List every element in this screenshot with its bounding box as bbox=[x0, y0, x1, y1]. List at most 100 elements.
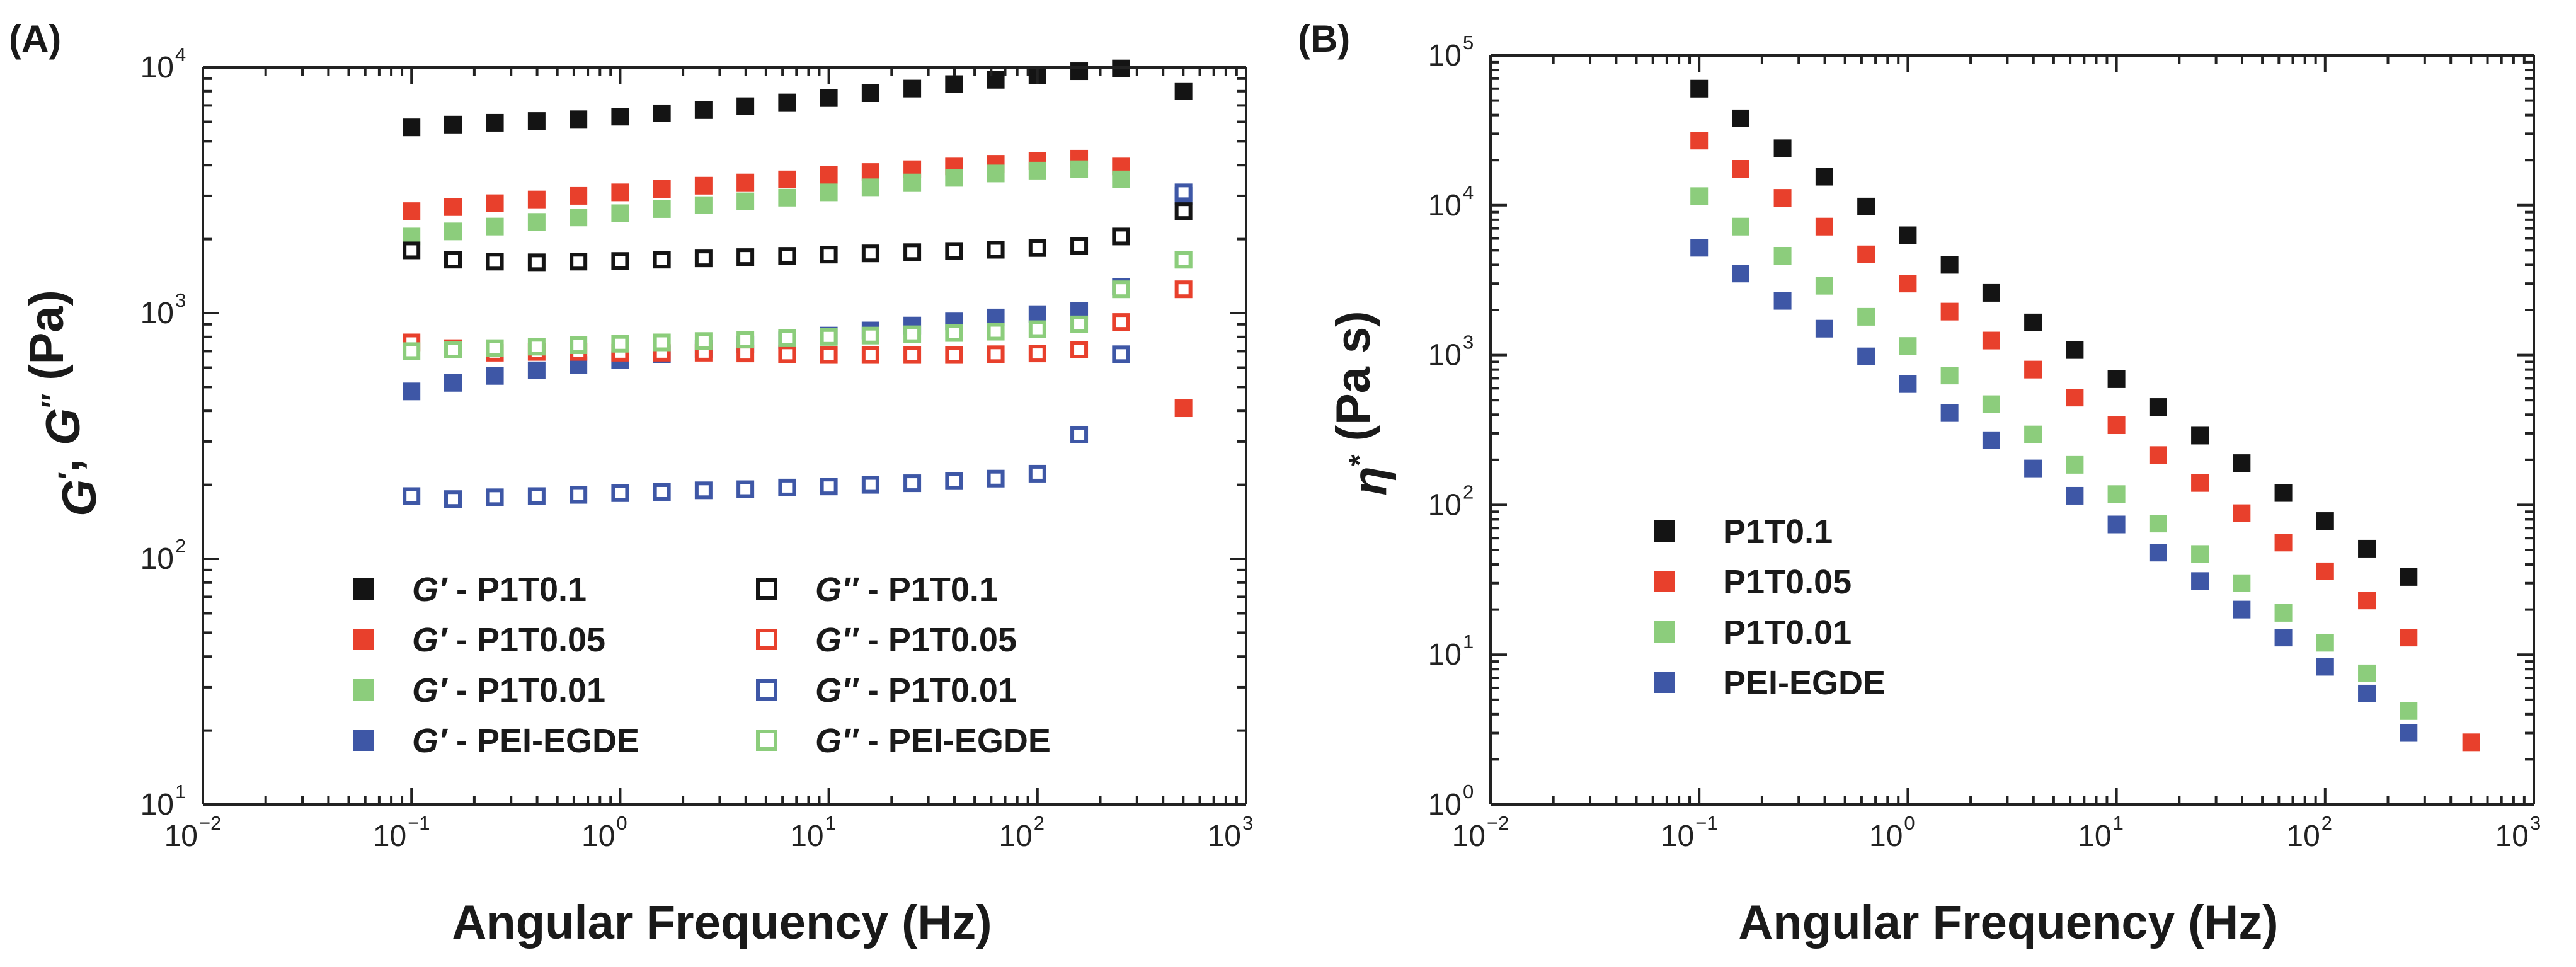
panel-b-y-tick-base: 10 bbox=[1428, 339, 1462, 372]
panel-a-data-point bbox=[527, 253, 546, 272]
panel-b-data-point bbox=[2233, 600, 2251, 619]
panel-a-series-4 bbox=[403, 202, 1193, 272]
panel-b-data-point bbox=[2066, 486, 2084, 505]
panel-b-y-tick-exp: 1 bbox=[1463, 631, 1474, 653]
panel-a-data-point bbox=[903, 173, 922, 192]
panel-a-data-point bbox=[694, 176, 713, 195]
panel-a-data-point bbox=[527, 338, 546, 356]
panel-b-data-point bbox=[2462, 733, 2480, 752]
panel-b-y-tick-label: 10 3 bbox=[1428, 331, 1474, 372]
panel-b-data-point bbox=[1940, 256, 1959, 274]
panel-a-data-point bbox=[611, 183, 629, 202]
panel-b-legend-marker bbox=[1654, 520, 1675, 542]
panel-a-data-point bbox=[653, 483, 671, 501]
panel-b-data-point bbox=[1773, 139, 1792, 157]
panel-a-legend-label: G″ - P1T0.01 bbox=[815, 672, 1017, 709]
panel-b-legend-label: P1T0.1 bbox=[1723, 513, 1833, 551]
panel-a-legend-label: G″ - P1T0.1 bbox=[815, 571, 998, 609]
panel-b-data-point bbox=[2316, 562, 2334, 580]
panel-b-x-tick-label: 10 0 bbox=[1869, 812, 1915, 853]
panel-a-data-point bbox=[1174, 280, 1193, 299]
panel-b-data-point bbox=[1982, 331, 2000, 350]
panel-b-x-tick-exp: −2 bbox=[1487, 812, 1509, 834]
panel-b-data-point bbox=[1940, 302, 1959, 321]
panel-a-legend-marker bbox=[756, 629, 777, 650]
panel-a-y-tick-exp: 4 bbox=[175, 43, 186, 66]
panel-b-x-tick-label: 10 3 bbox=[2495, 812, 2541, 853]
panel-b-data-point bbox=[2274, 629, 2293, 647]
panel-a-legend-item: G″ - P1T0.05 bbox=[756, 621, 1017, 659]
panel-b-data-point bbox=[2066, 455, 2084, 474]
panel-b-data-point bbox=[2233, 504, 2251, 522]
panel-a-x-tick-exp: 3 bbox=[1242, 812, 1253, 834]
panel-a-data-point bbox=[945, 472, 963, 490]
panel-a-data-point bbox=[486, 194, 504, 212]
panel-a-data-point bbox=[1028, 305, 1046, 323]
panel-a-data-point bbox=[444, 341, 462, 359]
panel-a-data-point bbox=[945, 75, 963, 93]
panel-a-x-tick-base: 10 bbox=[373, 820, 406, 853]
panel-a-data-point bbox=[903, 79, 922, 98]
panel-b-y-tick-exp: 0 bbox=[1463, 781, 1474, 803]
panel-a: (A) 10 −2 10 −1 10 0 10 1 10 2 10 310 110 210 310 4 G′ … bbox=[9, 18, 1253, 949]
panel-b-data-point bbox=[1857, 245, 1875, 263]
panel-b-x-tick-exp: 0 bbox=[1904, 812, 1915, 834]
panel-a-data-point bbox=[611, 252, 629, 270]
panel-a-data-point bbox=[570, 186, 588, 205]
panel-b-y-tick-base: 10 bbox=[1428, 638, 1462, 672]
panel-a-data-point bbox=[945, 169, 963, 187]
panel-a-data-point bbox=[861, 84, 879, 103]
panel-b-y-tick-base: 10 bbox=[1428, 488, 1462, 522]
panel-a-legend-label: G′ - PEI-EGDE bbox=[412, 722, 639, 760]
panel-a-x-tick-exp: 1 bbox=[825, 812, 836, 834]
panel-b-data-point bbox=[1815, 217, 1833, 236]
panel-b-legend-label: PEI-EGDE bbox=[1723, 664, 1886, 702]
panel-a-data-point bbox=[945, 242, 963, 260]
panel-a-x-axis-label: Angular Frequency (Hz) bbox=[452, 896, 992, 949]
panel-b-data-point bbox=[1731, 217, 1749, 236]
panel-b-data-point bbox=[2191, 426, 2209, 445]
panel-b-data-point bbox=[1815, 319, 1833, 338]
panel-a-data-point bbox=[736, 480, 755, 498]
panel-b-series-0 bbox=[1690, 79, 2418, 586]
panel-a-data-point bbox=[1112, 170, 1130, 188]
panel-a-y-tick-exp: 1 bbox=[175, 781, 186, 803]
panel-a-legend-item: G″ - P1T0.1 bbox=[756, 571, 998, 609]
panel-b-data-point bbox=[1773, 189, 1792, 207]
panel-b-x-axis-label: Angular Frequency (Hz) bbox=[1738, 896, 2278, 949]
panel-a-data-point bbox=[987, 323, 1005, 341]
panel-a-x-tick-exp: −1 bbox=[408, 812, 430, 834]
panel-a-data-point bbox=[611, 335, 629, 353]
panel-a-label: (A) bbox=[9, 18, 61, 60]
panel-a-data-point bbox=[778, 93, 796, 112]
panel-b-data-point bbox=[1982, 431, 2000, 449]
panel-a-data-point bbox=[694, 481, 713, 500]
panel-b: (B) 10 −2 10 −1 10 0 10 1 10 2 10 310 010 110 210 310 41… bbox=[1298, 18, 2541, 949]
panel-a-x-tick-exp: 0 bbox=[616, 812, 627, 834]
panel-a-data-point bbox=[1174, 82, 1193, 100]
panel-a-x-tick-label: 10 −1 bbox=[373, 812, 430, 853]
panel-a-data-point bbox=[694, 101, 713, 119]
panel-a-legend-marker bbox=[353, 730, 374, 751]
panel-a-data-point bbox=[1028, 464, 1046, 483]
panel-b-data-point bbox=[2191, 572, 2209, 590]
panel-b-data-point bbox=[2024, 425, 2042, 443]
panel-a-data-point bbox=[1174, 183, 1193, 202]
panel-b-label: (B) bbox=[1298, 18, 1350, 60]
panel-a-data-point bbox=[778, 329, 796, 347]
panel-b-data-point bbox=[1982, 283, 2000, 302]
panel-a-data-point bbox=[486, 488, 504, 506]
panel-b-legend-marker bbox=[1654, 672, 1675, 693]
panel-a-data-point bbox=[444, 490, 462, 508]
panel-a-data-point bbox=[778, 478, 796, 496]
panel-a-data-point bbox=[1070, 341, 1089, 359]
panel-b-y-tick-exp: 4 bbox=[1463, 181, 1474, 203]
panel-a-data-point bbox=[736, 97, 755, 115]
panel-a-data-point bbox=[570, 486, 588, 504]
panel-b-data-point bbox=[2191, 545, 2209, 563]
panel-a-data-point bbox=[1174, 202, 1193, 220]
panel-b-data-point bbox=[1690, 239, 1709, 257]
panel-a-data-point bbox=[527, 361, 546, 379]
panel-b-x-tick-label: 10 1 bbox=[2078, 812, 2124, 853]
panel-b-data-point bbox=[1857, 197, 1875, 215]
